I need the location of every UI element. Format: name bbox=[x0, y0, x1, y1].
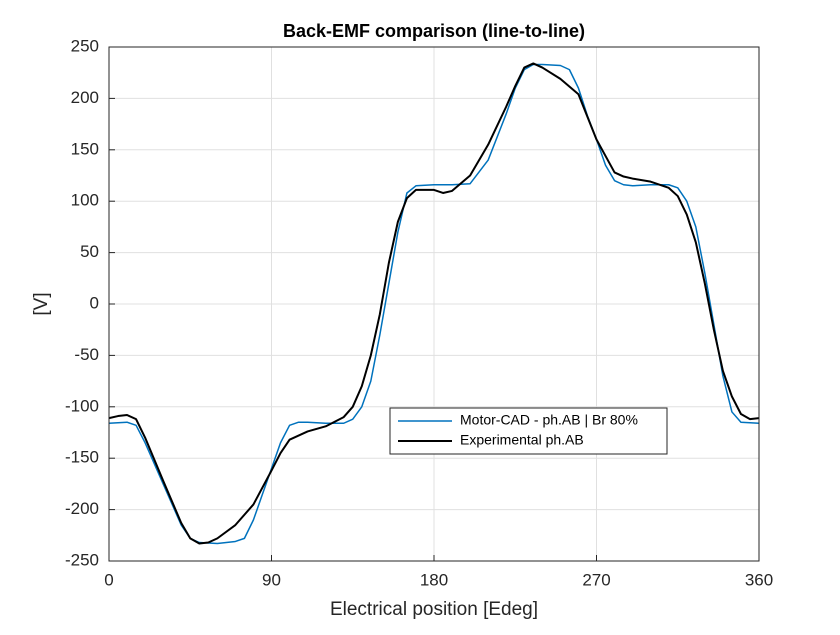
y-tick-label: -150 bbox=[65, 448, 99, 467]
x-axis-label: Electrical position [Edeg] bbox=[330, 599, 538, 620]
x-tick-label: 270 bbox=[582, 570, 610, 589]
chart-title: Back-EMF comparison (line-to-line) bbox=[283, 21, 585, 41]
legend: Motor-CAD - ph.AB | Br 80% Experimental p… bbox=[389, 407, 668, 455]
x-tick-label: 90 bbox=[262, 570, 281, 589]
y-tick-label: -200 bbox=[65, 499, 99, 518]
y-tick-label: 50 bbox=[80, 242, 99, 261]
x-tick-label: 360 bbox=[745, 570, 773, 589]
y-tick-label: -50 bbox=[74, 345, 99, 364]
x-tick-label: 0 bbox=[104, 570, 113, 589]
legend-label: Motor-CAD - ph.AB | Br 80% bbox=[460, 412, 638, 428]
y-tick-label: -100 bbox=[65, 396, 99, 415]
legend-label: Experimental ph.AB bbox=[460, 432, 584, 448]
y-tick-label: 0 bbox=[90, 293, 99, 312]
y-tick-label: 200 bbox=[71, 88, 99, 107]
y-tick-label: 250 bbox=[71, 36, 99, 55]
y-axis-label: [V] bbox=[31, 292, 52, 315]
y-tick-label: 150 bbox=[71, 139, 99, 158]
y-tick-label: -250 bbox=[65, 550, 99, 569]
axes-box bbox=[108, 46, 760, 562]
y-tick-label: 100 bbox=[71, 191, 99, 210]
x-tick-label: 180 bbox=[420, 570, 448, 589]
legend-box bbox=[389, 407, 668, 455]
series-line bbox=[108, 62, 760, 545]
